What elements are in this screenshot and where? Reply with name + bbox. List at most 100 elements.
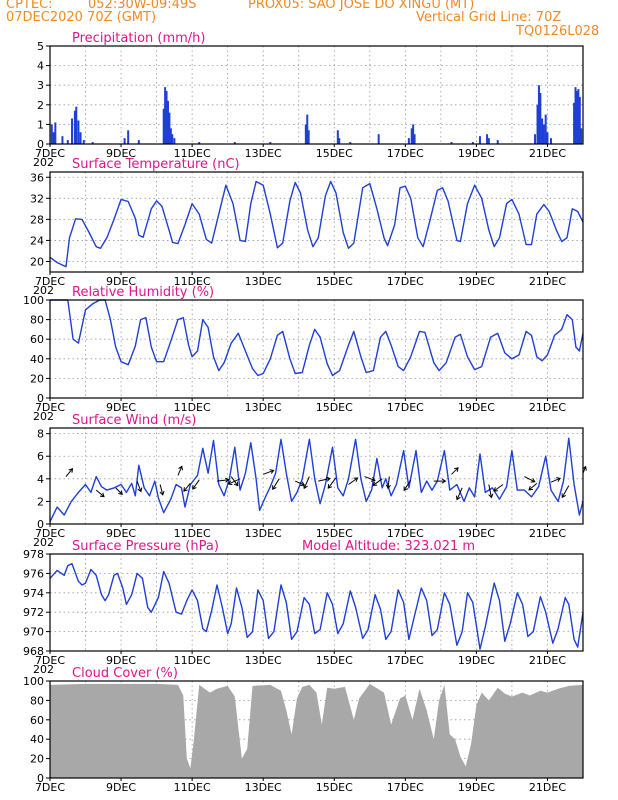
precip-bar [546,132,549,144]
precip-bar [168,112,171,144]
precip-bar [54,122,57,144]
pres-ytick-label: 978 [23,548,44,561]
pres-xtick-label: 13DEC [245,654,282,667]
wind-arrow-head [488,493,494,499]
wind-ytick-label: 6 [37,450,44,463]
temp-ytick-label: 32 [30,192,44,205]
wind-xtick-label: 17DEC [387,527,424,540]
temp-xtick-label: 13DEC [245,275,282,288]
precip-bar [487,138,490,144]
precip-bar [573,102,576,144]
precip-bar [66,140,69,144]
cloud-ytick-label: 0 [37,772,44,785]
wind-xtick-label: 21DEC [529,527,566,540]
pres-series-line [49,563,584,650]
wind-arrow-head [227,480,233,486]
rh-xtick-label: 19DEC [458,401,495,414]
pres-ytick-label: 970 [23,626,44,639]
precip-bar [73,110,76,144]
cloud-ytick-label: 80 [30,694,44,707]
pres-frame [49,553,584,652]
rh-xtick-label: 13DEC [245,401,282,414]
pres-ytick-label: 968 [23,645,44,658]
wind-arrow-head [192,485,197,490]
precip-ytick-label: 2 [37,99,44,112]
wind-arrow-head [233,481,239,487]
wind-arrow-head [269,469,275,474]
precip-bar [413,134,416,144]
precip-bar [165,91,168,144]
wind-arrow-head [272,485,277,491]
wind-arrow [177,466,183,476]
wind-arrow [493,484,504,492]
temp-xtick-label: 19DEC [458,275,495,288]
precip-xtick-label: 19DEC [458,147,495,160]
precip-bar [50,124,53,144]
precip-bar [496,140,499,144]
wind-arrow-head [137,487,143,493]
wind-arrow-head [454,467,459,472]
precip-bar [486,134,489,144]
wind-arrow [136,480,142,492]
wind-arrow-head [403,486,408,492]
precip-bar [61,136,64,144]
wind-arrow-head [370,476,376,482]
precip-bar [410,128,413,144]
precip-bar [162,108,165,144]
precip-bar [166,100,169,144]
cloud-xtick-label: 15DEC [316,781,353,794]
wind-arrow [524,476,535,483]
precip-xtick-label: 15DEC [316,147,353,160]
precip-bar [79,132,82,144]
precip-bar [269,142,272,144]
precip-ytick-label: 3 [37,79,44,92]
precip-bar [336,130,339,144]
temp-xtick-label: 11DEC [174,275,211,288]
pres-ytick-label: 976 [23,567,44,580]
wind-xtick-label: 15DEC [316,527,353,540]
rh-xtick-label: 11DEC [174,401,211,414]
pres-xtick-label: 7DEC [35,654,65,667]
cloud-title: Cloud Cover (%) [72,666,178,681]
temp-xtick-label: 17DEC [387,275,424,288]
precip-xtick-label: 21DEC [529,147,566,160]
wind-arrow-head [372,481,378,486]
rh-xtick-label: 9DEC [106,401,136,414]
wind-arrow-head [178,465,183,471]
wind-xtick-label: 11DEC [174,527,211,540]
rh-xtick-label: 17DEC [387,401,424,414]
wind-arrow-head [353,477,359,482]
wind-arrow [272,478,280,490]
precip-title: Precipitation (mm/h) [72,31,205,46]
precip-bar [575,91,578,144]
wind-arrow [528,482,538,491]
rh-year-label: 202 [33,410,54,423]
wind-arrow-head [300,481,306,487]
wind-arrow [327,477,337,489]
precip-bar [550,138,553,144]
wind-arrow-head [68,468,74,473]
precip-bar [91,142,94,144]
precip-bar [127,130,130,144]
temp-ytick-label: 36 [30,171,44,184]
header-station: PROX05: SAO JOSE DO XINGU (MT) [248,0,475,12]
precip-bar [173,138,176,144]
precip-xtick-label: 7DEC [35,147,65,160]
wind-arrow-head [530,478,536,483]
wind-xtick-label: 13DEC [245,527,282,540]
wind-series-line [49,437,584,523]
precip-bar [75,106,78,144]
precip-bar [574,87,577,144]
cloud-area [50,683,583,778]
precip-ytick-label: 0 [37,138,44,151]
precip-xtick-label: 13DEC [245,147,282,160]
cloud-xtick-label: 13DEC [245,781,282,794]
wind-arrow [192,479,200,490]
precip-bar [137,140,140,144]
precip-bar [577,89,580,144]
rh-ytick-label: 40 [30,353,44,366]
rh-ytick-label: 20 [30,372,44,385]
wind-ytick-label: 2 [37,495,44,508]
precip-bar [52,132,55,144]
